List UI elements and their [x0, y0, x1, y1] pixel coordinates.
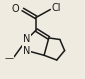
Text: —: —	[4, 54, 13, 63]
Text: Cl: Cl	[52, 3, 61, 13]
Text: N: N	[23, 46, 30, 56]
Text: O: O	[12, 4, 20, 14]
Text: N: N	[23, 35, 30, 44]
